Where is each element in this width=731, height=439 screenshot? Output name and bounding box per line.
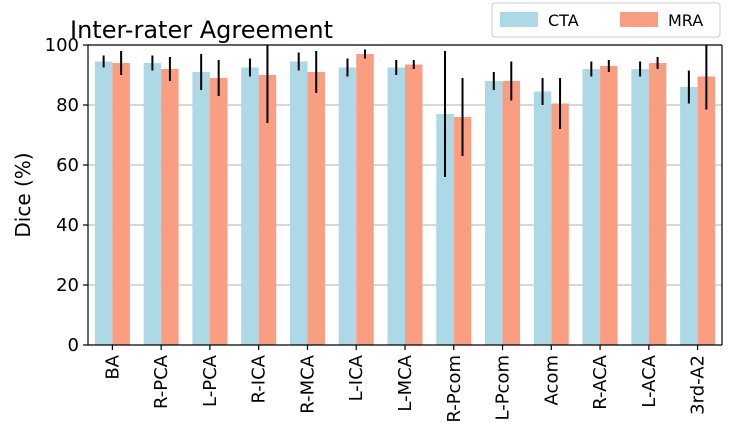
bar-mra-3rd-a2 (697, 76, 716, 345)
bars (94, 54, 716, 345)
bar-cta-ba (94, 61, 113, 345)
x-tick-label-l-pcom: L-Pcom (493, 355, 514, 421)
legend-label-cta: CTA (548, 11, 579, 30)
x-tick-label-l-pca: L-PCA (200, 354, 221, 407)
bar-mra-l-pcom (502, 81, 521, 345)
bar-mra-acom (551, 103, 569, 345)
bar-cta-r-ica (241, 67, 259, 345)
x-tick-label-3rd-a2: 3rd-A2 (688, 355, 709, 415)
x-tick-label-r-ica: R-ICA (249, 354, 270, 403)
x-tick-label-r-aca: R-ACA (590, 354, 611, 409)
y-tick-labels: 0 20 40 60 80 100 (45, 35, 88, 356)
bar-cta-l-pca (192, 72, 210, 345)
bar-cta-l-mca (387, 67, 405, 345)
bar-mra-l-mca (405, 64, 423, 345)
x-tick-label-l-mca: L-MCA (395, 354, 416, 411)
x-tick-label-ba: BA (102, 354, 123, 379)
legend-swatch-cta (500, 12, 538, 27)
legend-label-mra: MRA (668, 11, 703, 30)
y-tick-label: 20 (56, 275, 79, 296)
bar-mra-ba (112, 63, 130, 345)
legend-swatch-mra (620, 12, 658, 27)
legend: CTA MRA (491, 2, 721, 38)
bar-mra-l-aca (648, 63, 667, 345)
error-bars (102, 45, 708, 177)
bar-mra-r-pcom (453, 117, 472, 345)
bar-cta-l-aca (631, 69, 649, 345)
x-tick-label-acom: Acom (541, 355, 562, 405)
bar-cta-r-pcom (436, 114, 454, 345)
x-tick-label-r-pca: R-PCA (151, 354, 172, 409)
bar-cta-l-ica (338, 67, 357, 345)
axes (87, 44, 723, 346)
bar-cta-l-pcom (485, 81, 503, 345)
x-tick-label-l-aca: L-ACA (639, 354, 660, 407)
y-tick-label: 0 (68, 335, 79, 356)
bar-cta-r-pca (143, 63, 162, 345)
bar-cta-r-mca (289, 61, 308, 345)
x-tick-label-l-ica: L-ICA (346, 354, 367, 401)
y-tick-label: 100 (45, 35, 79, 56)
bar-mra-r-pca (161, 69, 179, 345)
chart-title: Inter-rater Agreement (70, 16, 333, 44)
legend-box (491, 2, 721, 38)
bar-cta-3rd-a2 (680, 87, 698, 345)
bar-mra-l-ica (356, 54, 374, 345)
y-axis-label: Dice (%) (11, 152, 35, 237)
bar-mra-r-mca (307, 72, 325, 345)
y-tick-label: 80 (56, 95, 79, 116)
y-tick-label: 60 (56, 155, 79, 176)
bar-mra-l-pca (209, 78, 228, 345)
y-tick-label: 40 (56, 215, 79, 236)
bar-cta-r-aca (582, 69, 601, 345)
bar-mra-r-ica (258, 75, 277, 345)
bar-cta-acom (533, 91, 552, 345)
bar-mra-r-aca (600, 66, 618, 345)
x-tick-labels: BA R-PCA L-PCA R-ICA R-MCA L-ICA L-MCA R-Pcom L-… (102, 345, 709, 423)
x-tick-label-r-mca: R-MCA (297, 354, 318, 413)
x-tick-label-r-pcom: R-Pcom (444, 355, 465, 423)
